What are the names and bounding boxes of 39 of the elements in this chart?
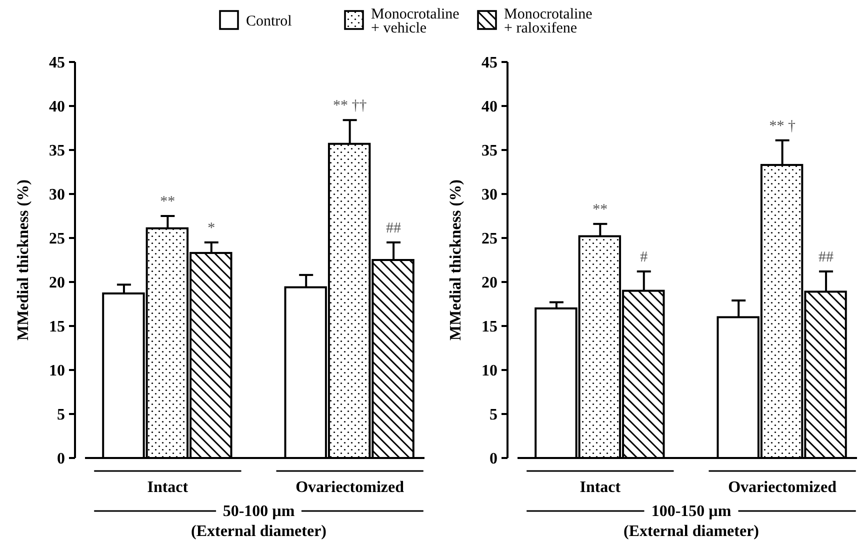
y-tick-label: 15 [49,318,65,336]
y-tick-label: 10 [49,362,65,380]
y-tick-label: 30 [482,186,498,204]
y-tick-label: 25 [49,230,65,248]
legend-label: Control [246,13,292,30]
y-tick-label: 0 [490,450,498,468]
x-tick-label: Intact [147,479,189,496]
y-axis-title: MMedial thickness (%) [15,180,32,340]
y-tick-label: 10 [482,362,498,380]
y-tick-label: 15 [482,318,498,336]
annotation: * [208,220,216,236]
x-tick-label: Intact [580,479,622,496]
annotation: # [640,249,648,266]
y-tick-label: 40 [49,98,65,116]
y-tick-label: 20 [49,274,65,292]
y-tick-label: 20 [482,274,498,292]
legend-label: Monocrotaline + raloxifene [504,6,593,36]
annotation: ## [386,220,402,236]
annotation: ** † [769,118,796,134]
y-tick-label: 25 [482,230,498,248]
y-axis-title: MMedial thickness (%) [448,180,464,340]
y-tick-label: 45 [482,54,498,72]
y-tick-label: 0 [57,450,65,468]
y-tick-label: 35 [49,142,65,160]
y-tick-label: 30 [49,186,65,204]
x-axis-title: 100-150 µm (External diameter) [623,503,760,540]
y-tick-label: 5 [57,406,65,424]
annotation: ## [818,249,834,266]
y-tick-label: 5 [490,406,498,424]
y-tick-label: 40 [482,98,498,116]
y-tick-label: 35 [482,142,498,160]
y-tick-label: 45 [49,54,65,72]
x-tick-label: Ovariectomized [728,479,837,496]
legend-label: Monocrotaline + vehicle [371,6,460,36]
x-axis-title: 50-100 µm (External diameter) [190,503,327,540]
annotation: ** [592,202,608,218]
annotation: ** [160,194,176,210]
x-tick-label: Ovariectomized [296,479,404,496]
annotation: ** †† [332,98,368,114]
